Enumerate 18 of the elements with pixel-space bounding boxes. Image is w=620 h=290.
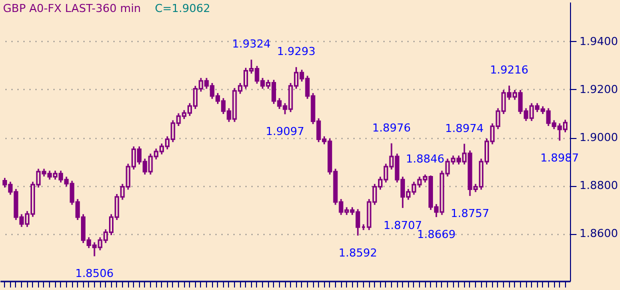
y-tick-label: 1.8600 [580,227,618,240]
annotation: 1.9324 [232,38,271,51]
y-tick-label: 1.8800 [580,179,618,192]
chart-title: GBP A0-FX LAST-360 min [3,2,141,15]
annotation: 1.9097 [266,125,304,138]
chart-subtitle: C=1.9062 [154,2,210,15]
y-tick-label: 1.9200 [580,82,618,96]
annotation: 1.9216 [490,64,528,77]
annotation: 1.8976 [372,121,411,134]
annotation: 1.8669 [417,228,456,242]
y-tick-label: 1.9400 [580,34,618,48]
annotation: 1.8846 [406,152,444,166]
annotation: 1.9293 [276,45,316,58]
annotation: 1.8757 [450,206,490,220]
annotation: 1.8506 [75,267,114,280]
annotation: 1.8592 [338,246,378,260]
y-tick-label: 1.9000 [580,131,618,144]
annotation: 1.8974 [445,122,484,135]
